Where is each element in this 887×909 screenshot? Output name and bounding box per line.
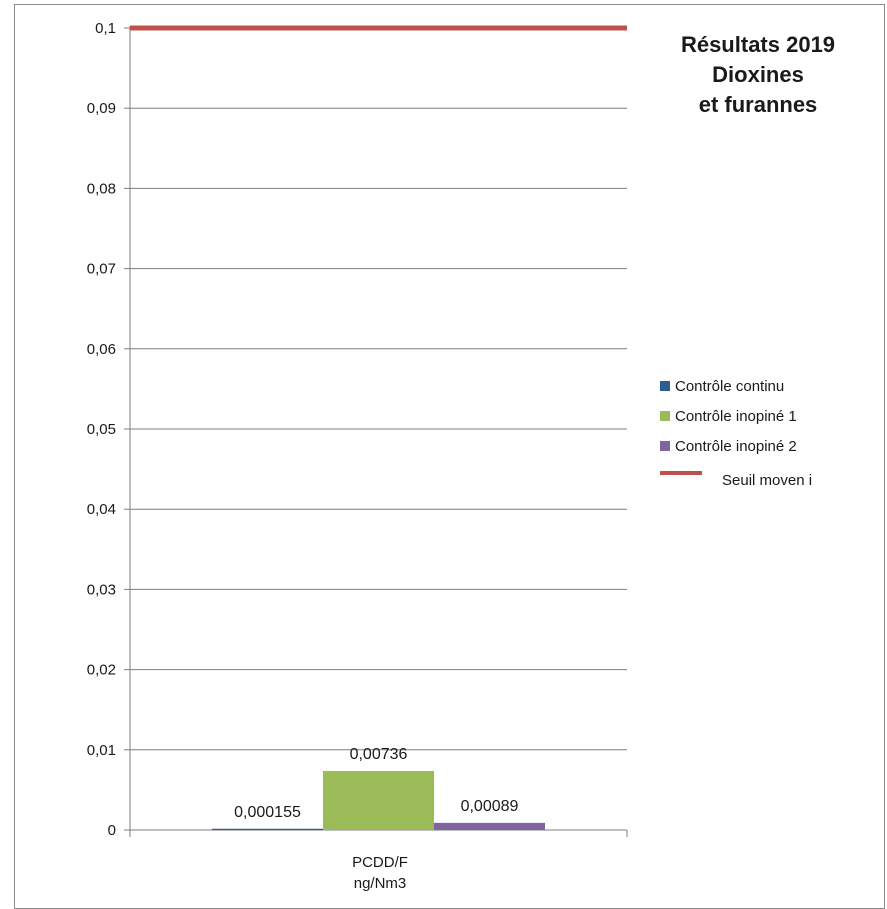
legend-label: Seuil moven i — [722, 472, 813, 489]
data-label: 0,00089 — [461, 798, 519, 815]
legend-item-controle-inopine-1: Contrôle inopiné 1 — [660, 408, 797, 425]
bar-inopine1 — [323, 770, 434, 830]
y-tick-label: 0,08 — [87, 180, 116, 197]
y-tick-label: 0,05 — [87, 421, 116, 438]
legend-item-seuil: Seuil moven i — [660, 471, 813, 489]
bar-continu — [212, 828, 323, 830]
y-tick-label: 0,01 — [87, 742, 116, 759]
legend-swatch-controle-inopine-2 — [660, 441, 670, 452]
y-tick-label: 0,06 — [87, 341, 116, 358]
chart-title-line-1: Résultats 2019 — [680, 32, 836, 57]
data-label: 0,000155 — [234, 804, 301, 821]
legend-item-controle-continu: Contrôle continu — [660, 378, 784, 395]
y-tick-label: 0,1 — [95, 20, 116, 37]
legend-label: Contrôle inopiné 2 — [675, 438, 797, 455]
x-category-label: PCDD/F ng/Nm3 — [300, 852, 460, 894]
y-tick-label: 0,04 — [87, 501, 116, 518]
legend-swatch-controle-inopine-1 — [660, 411, 670, 422]
y-tick-label: 0 — [108, 822, 116, 839]
legend-swatch-seuil — [660, 471, 702, 476]
data-label: 0,00736 — [350, 746, 408, 763]
chart-frame — [14, 4, 885, 909]
legend-label: Contrôle inopiné 1 — [675, 408, 797, 425]
legend-swatch-controle-continu — [660, 381, 670, 392]
chart-title-line-2: Dioxines — [712, 62, 804, 87]
y-tick-label: 0,07 — [87, 261, 116, 278]
y-tick-label: 0,09 — [87, 100, 116, 117]
legend-label: Contrôle continu — [675, 378, 785, 395]
y-tick-label: 0,02 — [87, 662, 116, 679]
chart-title: Résultats 2019 Dioxines et furannes — [628, 30, 887, 120]
bar-inopine2 — [434, 822, 545, 830]
y-tick-label: 0,03 — [87, 581, 116, 598]
x-category-line-1: PCDD/F — [352, 854, 408, 871]
chart-title-line-3: et furannes — [698, 92, 818, 117]
x-category-line-2: ng/Nm3 — [353, 875, 407, 892]
legend-item-controle-inopine-2: Contrôle inopiné 2 — [660, 438, 797, 455]
